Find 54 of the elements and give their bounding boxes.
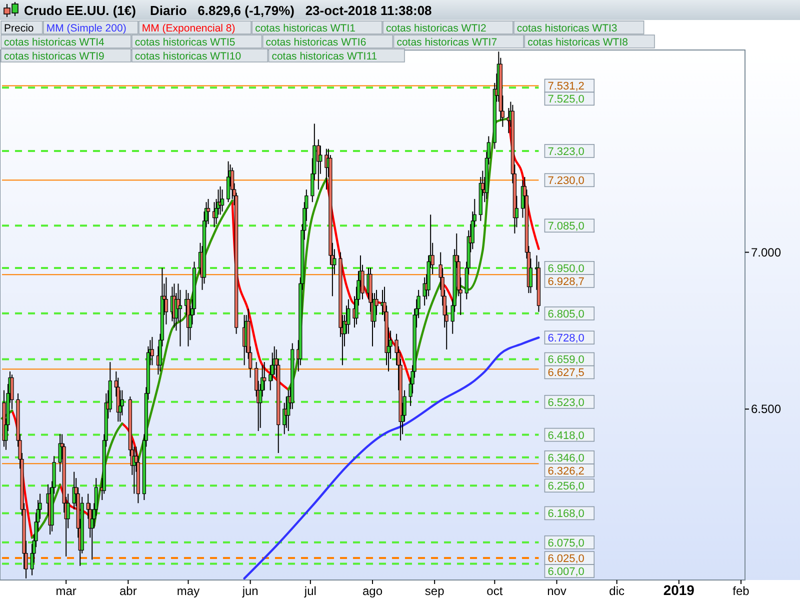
ref-line-label: 6.007,0 xyxy=(548,566,584,578)
y-tick-label: 6.500 xyxy=(751,402,782,416)
x-tick-label: abr xyxy=(120,584,137,598)
x-tick-label: jun xyxy=(241,584,258,598)
chart-title: Crudo EE.UU. (1€) xyxy=(24,3,136,18)
x-tick-label: oct xyxy=(486,584,504,598)
ref-line-label: 7.230,0 xyxy=(548,175,584,188)
annotation: 6.728,0 xyxy=(548,332,584,345)
ref-line-label: 6.523,0 xyxy=(548,396,584,409)
legend-label: Precio xyxy=(4,22,34,34)
ref-line-label: 6.418,0 xyxy=(548,430,584,442)
x-tick-label: ago xyxy=(362,584,383,598)
ref-line-label: 6.805,0 xyxy=(548,308,584,320)
text: cotas historicas WTI6 xyxy=(266,36,366,48)
x-tick-label: mar xyxy=(56,584,76,598)
text: cotas historicas WTI5 xyxy=(134,36,236,48)
ref-line-label: 7.085,0 xyxy=(548,220,584,233)
ref-line-label: 6.025,0 xyxy=(548,553,584,566)
x-tick-label: dic xyxy=(609,584,624,598)
x-tick-label: feb xyxy=(732,584,750,598)
annotation: cotas historicas WTI11 xyxy=(272,50,378,62)
x-tick-label: sep xyxy=(424,584,445,598)
ref-line-label: 7.525,0 xyxy=(548,94,584,106)
ref-line-label: 6.256,0 xyxy=(548,480,584,493)
candlestick xyxy=(220,189,224,212)
annotation: cotas historicas WTI10 xyxy=(134,50,242,62)
text: cotas historicas WTI1 xyxy=(255,22,356,34)
text: MM (Simple 200) xyxy=(46,22,126,34)
ref-line-label: 6.659,0 xyxy=(548,354,584,366)
text: cotas historicas WTI2 xyxy=(386,22,487,34)
text: cotas historicas WTI4 xyxy=(4,36,105,48)
candlestick xyxy=(226,160,230,203)
ref-line-label: 6.627,5 xyxy=(548,367,584,380)
x-tick-label: may xyxy=(176,584,200,598)
ref-line-label: 6.928,7 xyxy=(548,276,584,288)
ref-line-label: 6.075,0 xyxy=(548,537,584,550)
text: cotas historicas WTI7 xyxy=(396,36,498,48)
chart-subtitle: Diario 6.829,6 (-1,79%) 23-oct-2018 11:38:08 xyxy=(150,3,432,18)
text: cotas historicas WTI8 xyxy=(528,36,628,48)
line-series xyxy=(243,336,540,580)
x-tick-label: 2019 xyxy=(663,582,695,598)
x-tick-label: nov xyxy=(547,584,566,598)
text: MM (Exponencial 8) xyxy=(142,22,236,34)
ref-line-label: 6.168,0 xyxy=(548,508,584,520)
candlestick xyxy=(206,198,210,225)
ref-line-label: 6.950,0 xyxy=(548,262,584,275)
x-tick-label: jul xyxy=(303,584,316,598)
ref-line-label: 6.326,2 xyxy=(548,465,584,478)
ref-line-label: 6.346,0 xyxy=(548,452,584,464)
ref-line-label: 7.323,0 xyxy=(548,146,584,158)
y-tick-label: 7.000 xyxy=(751,245,782,260)
annotation: cotas historicas WTI9 xyxy=(4,50,105,62)
ref-line-label: 7.531,2 xyxy=(548,80,584,93)
text: cotas historicas WTI3 xyxy=(516,22,618,34)
